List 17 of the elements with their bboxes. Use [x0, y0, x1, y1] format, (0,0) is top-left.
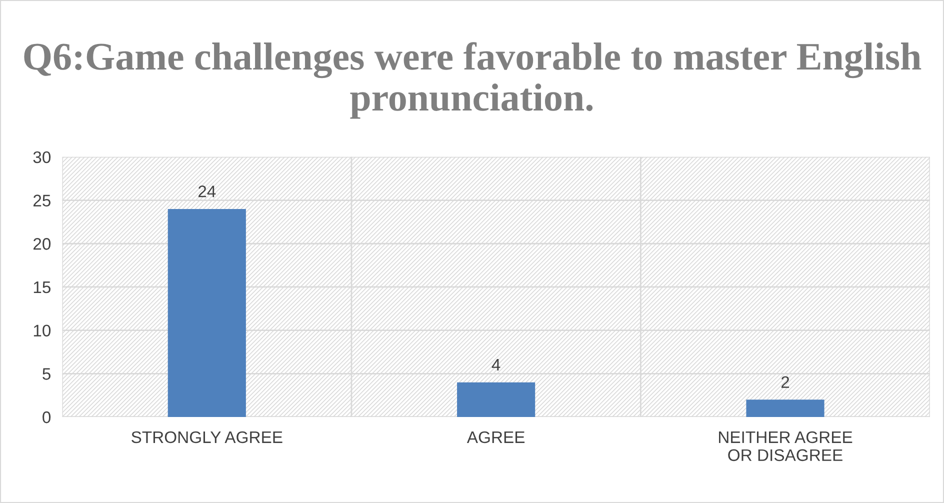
x-tick-label: NEITHER AGREE OR DISAGREE: [719, 431, 852, 462]
data-label: 2: [781, 376, 790, 388]
bar: [168, 208, 246, 417]
chart-title: Q6:Game challenges were favorable to master English pronunciation.: [24, 42, 922, 119]
y-tick-label: 5: [42, 368, 50, 380]
data-label: 24: [198, 186, 216, 198]
data-label: 4: [492, 359, 500, 371]
x-tick-label: AGREE: [466, 431, 525, 444]
y-tick-label: 30: [33, 151, 51, 164]
y-tick-label: 20: [33, 238, 51, 250]
bar: [457, 382, 536, 417]
y-tick-label: 15: [34, 282, 50, 294]
y-tick-label: 10: [34, 324, 51, 337]
y-tick-label: 25: [33, 194, 50, 206]
bar: [746, 400, 824, 417]
x-tick-label: STRONGLY AGREE: [132, 431, 282, 444]
y-tick-label: 0: [42, 411, 51, 424]
